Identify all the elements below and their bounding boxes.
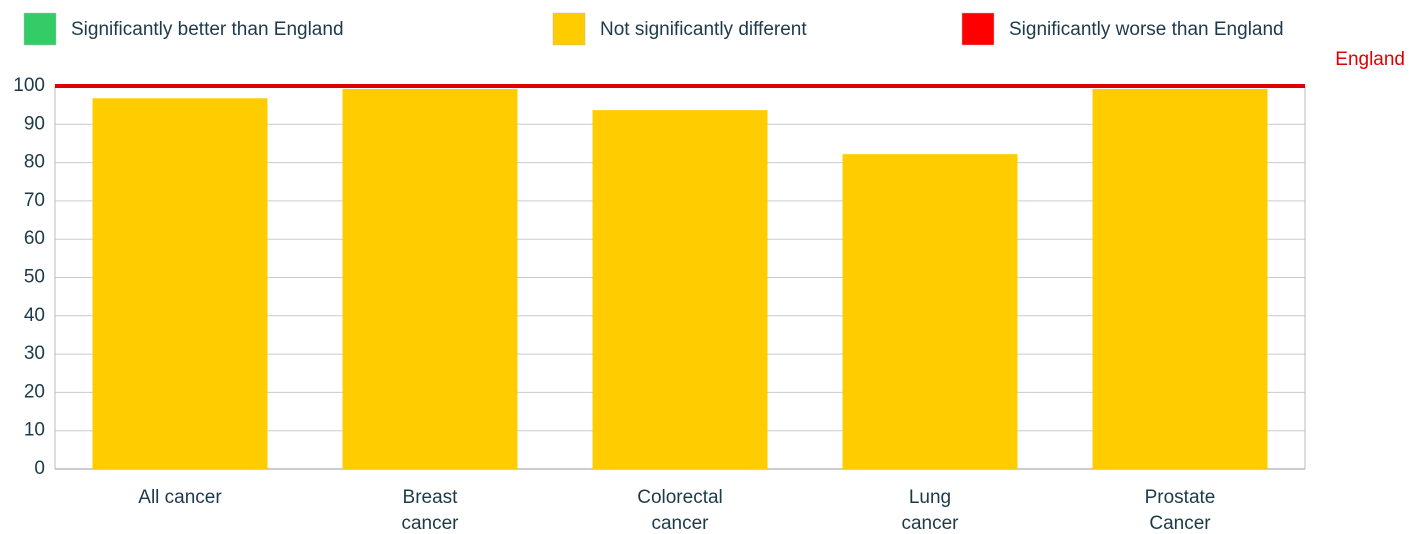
x-tick-label: All cancer: [138, 487, 222, 508]
x-tick-label: Prostate: [1145, 487, 1216, 508]
bar: [342, 89, 518, 470]
x-tick-label: Lung: [909, 487, 951, 508]
bar: [842, 154, 1018, 469]
y-tick-label: 20: [24, 381, 45, 402]
x-tick-label: Colorectal: [637, 487, 723, 508]
y-tick-label: 60: [24, 228, 45, 249]
bar: [592, 110, 768, 469]
y-tick-label: 90: [24, 113, 45, 134]
x-tick-label: cancer: [401, 513, 459, 534]
y-tick-label: 0: [34, 458, 45, 479]
y-tick-label: 80: [24, 152, 45, 173]
x-tick-label: cancer: [651, 513, 709, 534]
y-tick-label: 70: [24, 190, 45, 211]
bar: [92, 98, 268, 470]
legend-label: Significantly worse than England: [1009, 19, 1284, 40]
reference-label: England: [1335, 49, 1405, 70]
y-tick-label: 10: [24, 420, 45, 441]
y-tick-label: 50: [24, 267, 45, 288]
legend-swatch: [23, 12, 57, 46]
legend-label: Significantly better than England: [71, 19, 344, 40]
x-tick-label: Cancer: [1149, 513, 1211, 534]
legend-swatch: [961, 12, 995, 46]
x-tick-label: cancer: [901, 513, 959, 534]
y-tick-label: 100: [13, 75, 45, 96]
legend-label: Not significantly different: [600, 19, 807, 40]
y-tick-label: 30: [24, 343, 45, 364]
legend-swatch: [552, 12, 586, 46]
bar: [1092, 89, 1268, 470]
y-tick-label: 40: [24, 305, 45, 326]
x-tick-label: Breast: [403, 487, 459, 508]
